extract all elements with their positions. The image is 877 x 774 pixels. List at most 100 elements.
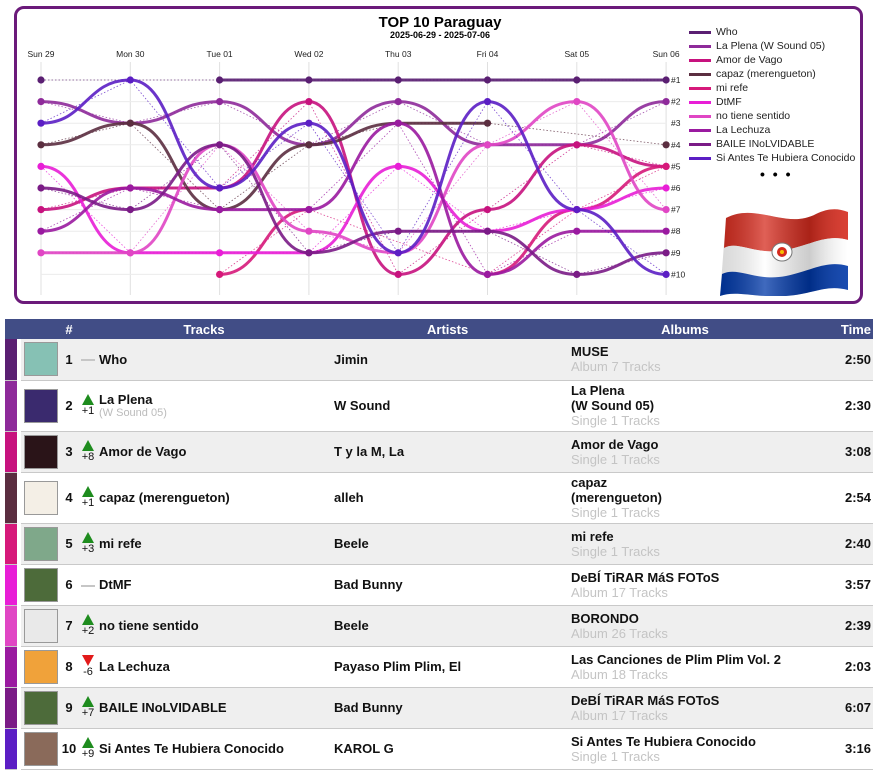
- album-title[interactable]: Las Canciones de Plim Plim Vol. 2: [571, 651, 781, 667]
- rank-number: 4: [59, 472, 79, 524]
- album-cover[interactable]: [24, 388, 58, 423]
- series-point: [37, 227, 45, 235]
- rank-tick-label: #3: [671, 118, 681, 128]
- track-title[interactable]: La Lechuza: [99, 659, 170, 674]
- header-artists[interactable]: Artists: [329, 319, 571, 339]
- track-title[interactable]: mi refe: [99, 536, 142, 551]
- artist-cell[interactable]: Bad Bunny: [329, 687, 571, 729]
- album-cover[interactable]: [24, 480, 58, 515]
- track-title[interactable]: DtMF: [99, 577, 132, 592]
- album-cover[interactable]: [24, 690, 58, 725]
- table-row[interactable]: 3 +8 Amor de Vago T y la M, La Amor de Vago S…: [5, 431, 873, 473]
- table-row[interactable]: 8 -6 La Lechuza Payaso Plim Plim, El Las Can…: [5, 646, 873, 688]
- cover-cell: [19, 431, 59, 473]
- legend-item[interactable]: DtMF: [689, 95, 861, 109]
- rank-tick-label: #5: [671, 161, 681, 171]
- header-albums[interactable]: Albums: [571, 319, 799, 339]
- legend-item[interactable]: no tiene sentido: [689, 109, 861, 123]
- legend-swatch: [689, 58, 711, 62]
- artist-cell[interactable]: Beele: [329, 605, 571, 647]
- day-tick-label: Sun 29: [28, 49, 55, 59]
- artist-cell[interactable]: Bad Bunny: [329, 564, 571, 606]
- album-title[interactable]: DeBÍ TiRAR MáS FOToS: [571, 692, 720, 708]
- legend-item[interactable]: Si Antes Te Hubiera Conocido: [689, 151, 861, 165]
- legend-label: BAILE INoLVIDABLE: [716, 138, 815, 150]
- rank-up-arrow-icon: [82, 614, 94, 625]
- cover-cell: [19, 728, 59, 770]
- track-title-wrap: +7 BAILE INoLVIDABLE: [79, 696, 329, 719]
- legend-more-indicator: • • •: [760, 166, 793, 182]
- album-title[interactable]: Amor de Vago: [571, 436, 659, 452]
- artist-cell[interactable]: Beele: [329, 523, 571, 565]
- table-row[interactable]: 9 +7 BAILE INoLVIDABLE Bad Bunny DeBÍ TiRAR …: [5, 687, 873, 729]
- rank-number: 8: [59, 646, 79, 688]
- series-point: [37, 76, 45, 84]
- legend-item[interactable]: capaz (merengueton): [689, 67, 861, 81]
- series-point: [573, 76, 581, 84]
- series-point: [573, 270, 581, 278]
- series-point: [573, 206, 581, 214]
- album-title[interactable]: Si Antes Te Hubiera Conocido: [571, 733, 756, 749]
- rank-move: +7: [79, 696, 97, 719]
- track-title[interactable]: Who: [99, 351, 128, 367]
- track-title[interactable]: La Plena: [99, 392, 153, 407]
- legend-swatch: [689, 30, 711, 34]
- header-tracks[interactable]: Tracks: [79, 319, 329, 339]
- artist-cell[interactable]: T y la M, La: [329, 431, 571, 473]
- legend-item[interactable]: BAILE INoLVIDABLE: [689, 137, 861, 151]
- series-point: [37, 141, 45, 149]
- track-title[interactable]: BAILE INoLVIDABLE: [99, 700, 227, 715]
- track-time: 2:30: [799, 380, 873, 432]
- track-time: 2:03: [799, 646, 873, 688]
- album-cell: Si Antes Te Hubiera Conocido Single 1 Tra…: [571, 728, 799, 770]
- track-title-wrap: -6 La Lechuza: [79, 655, 329, 678]
- legend-item[interactable]: Amor de Vago: [689, 53, 861, 67]
- artist-cell[interactable]: Jimin: [329, 339, 571, 381]
- album-cover[interactable]: [24, 434, 58, 469]
- header-rank[interactable]: #: [59, 319, 79, 339]
- album-cover[interactable]: [24, 649, 58, 684]
- track-title-block: BAILE INoLVIDABLE: [99, 700, 227, 715]
- album-cover[interactable]: [24, 567, 58, 602]
- album-title[interactable]: capaz (merengueton): [571, 475, 662, 505]
- album-cover[interactable]: [24, 608, 58, 643]
- track-title[interactable]: Si Antes Te Hubiera Conocido: [99, 741, 284, 756]
- cover-cell: [19, 605, 59, 647]
- album-title[interactable]: La Plena (W Sound 05): [571, 383, 655, 413]
- track-title-wrap: +2 no tiene sentido: [79, 614, 329, 637]
- legend-label: capaz (merengueton): [716, 68, 816, 80]
- table-row[interactable]: 4 +1 capaz (merengueton) alleh capaz (mereng…: [5, 472, 873, 524]
- table-row[interactable]: 5 +3 mi refe Beele mi refe Single 1 Tracks 2:4…: [5, 523, 873, 565]
- cover-cell: [19, 564, 59, 606]
- track-title[interactable]: Amor de Vago: [99, 444, 187, 459]
- header-time[interactable]: Time: [799, 319, 873, 339]
- album-title[interactable]: MUSE: [571, 344, 609, 360]
- artist-cell[interactable]: KAROL G: [329, 728, 571, 770]
- album-cover[interactable]: [24, 342, 58, 377]
- rank-delta: +1: [81, 497, 95, 509]
- legend-item[interactable]: mi refe: [689, 81, 861, 95]
- table-row[interactable]: 1 Who Jimin MUSE Album 7 Tracks 2:50: [5, 339, 873, 381]
- track-cell: +1 capaz (merengueton): [79, 472, 329, 524]
- artist-cell[interactable]: W Sound: [329, 380, 571, 432]
- series-point: [216, 249, 224, 257]
- artist-cell[interactable]: Payaso Plim Plim, El: [329, 646, 571, 688]
- album-cover[interactable]: [24, 526, 58, 561]
- album-title[interactable]: DeBÍ TiRAR MáS FOToS: [571, 569, 720, 585]
- track-cell: +9 Si Antes Te Hubiera Conocido: [79, 728, 329, 770]
- table-row[interactable]: 7 +2 no tiene sentido Beele BORONDO Album 26 …: [5, 605, 873, 647]
- legend-label: Si Antes Te Hubiera Conocido: [716, 152, 856, 164]
- album-title[interactable]: mi refe: [571, 528, 614, 544]
- legend-item[interactable]: La Plena (W Sound 05): [689, 39, 861, 53]
- legend-item[interactable]: Who: [689, 25, 861, 39]
- album-cover[interactable]: [24, 731, 58, 766]
- table-row[interactable]: 2 +1 La Plena (W Sound 05) W Sound La Plena (…: [5, 380, 873, 432]
- track-title[interactable]: no tiene sentido: [99, 618, 199, 633]
- table-row[interactable]: 6 DtMF Bad Bunny DeBÍ TiRAR MáS FOToS Album …: [5, 564, 873, 606]
- legend-item[interactable]: La Lechuza: [689, 123, 861, 137]
- album-title[interactable]: BORONDO: [571, 610, 639, 626]
- paraguay-flag-icon: [720, 209, 848, 296]
- track-title[interactable]: capaz (merengueton): [99, 490, 230, 505]
- artist-cell[interactable]: alleh: [329, 472, 571, 524]
